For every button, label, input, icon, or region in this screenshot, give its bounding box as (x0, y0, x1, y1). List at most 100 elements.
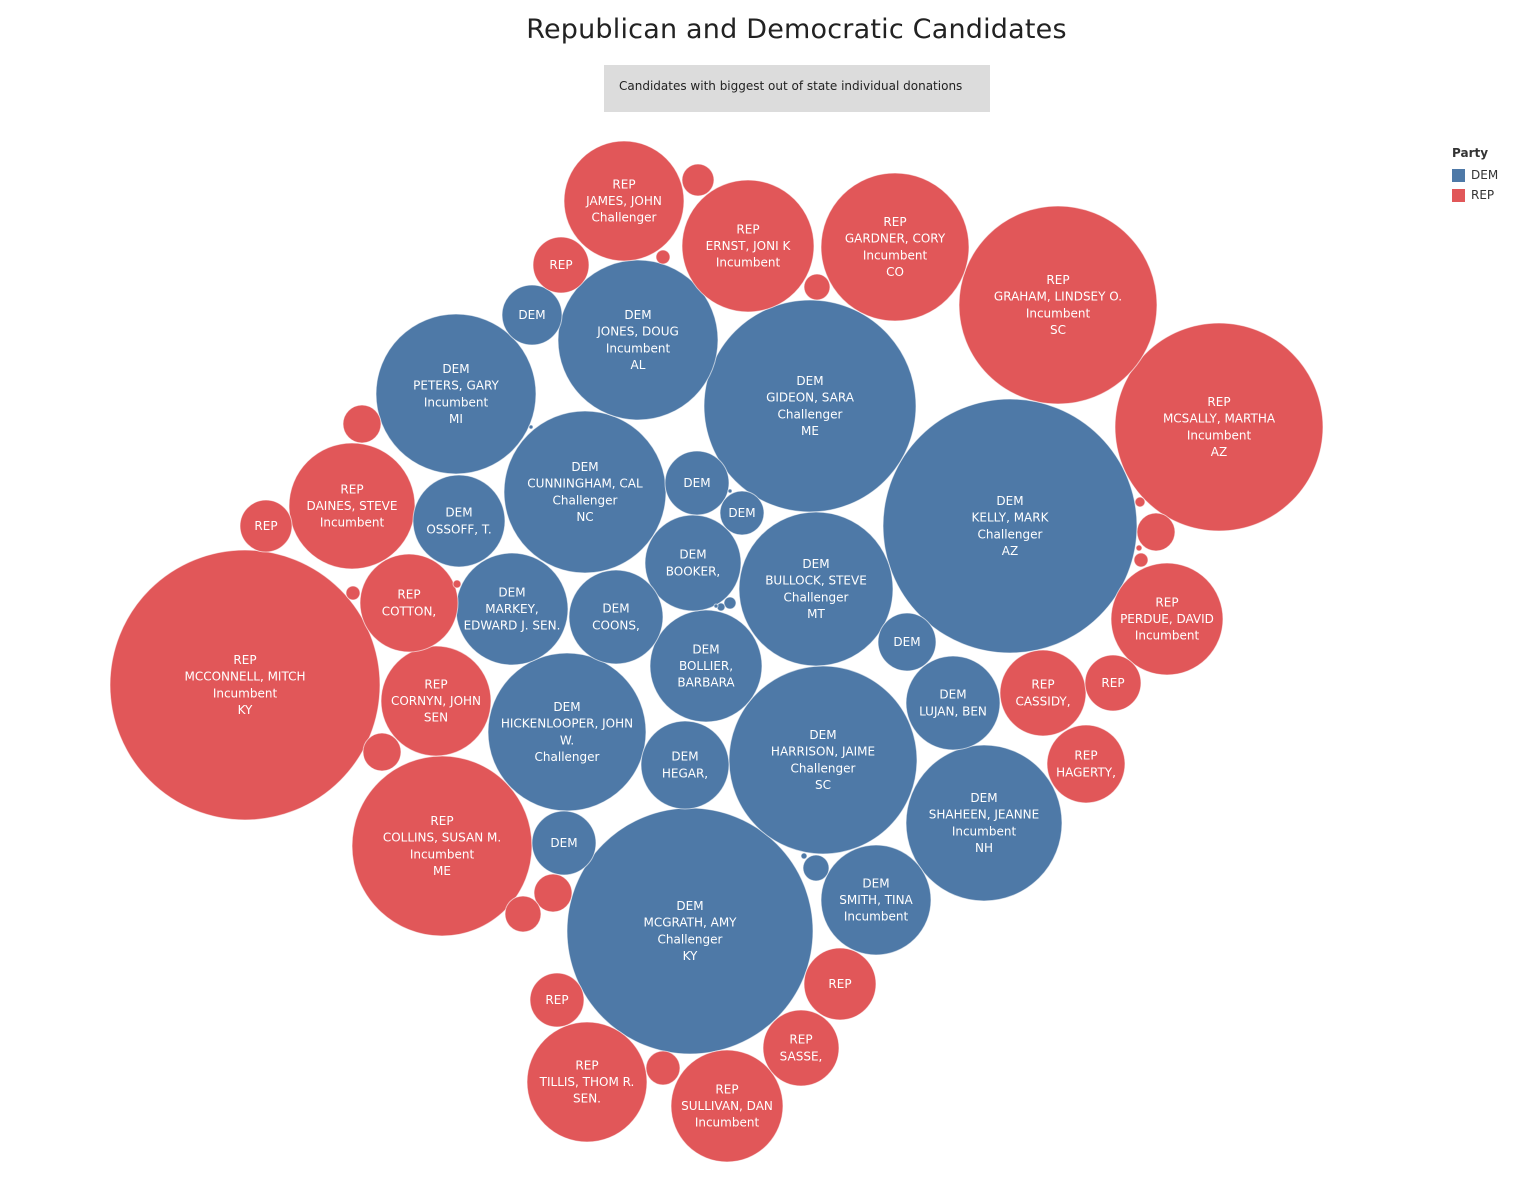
bubble-circle[interactable] (529, 972, 585, 1028)
bubble-circle[interactable] (713, 603, 719, 609)
bubble-rep[interactable] (1133, 552, 1149, 568)
bubble-circle[interactable] (820, 172, 970, 322)
bubble-dem[interactable] (800, 852, 808, 860)
bubble-circle[interactable] (1135, 544, 1143, 552)
bubble-circle[interactable] (649, 609, 763, 723)
bubble-circle[interactable] (664, 450, 730, 516)
bubble-circle[interactable] (1136, 512, 1176, 552)
bubble-circle[interactable] (568, 569, 664, 665)
bubble-rep[interactable]: REP MCCONNELL, MITCH Incumbent KY (109, 549, 381, 821)
bubble-circle[interactable] (803, 273, 831, 301)
bubble-rep[interactable] (345, 585, 361, 601)
bubble-circle[interactable] (380, 645, 492, 757)
bubble-dem[interactable]: DEM BOOKER, (644, 514, 742, 612)
bubble-circle[interactable] (566, 807, 814, 1055)
bubble-dem[interactable]: DEM LUJAN, BEN (905, 655, 1001, 751)
bubble-dem[interactable]: DEM HICKENLOOPER, JOHN W. Challenger (487, 652, 647, 812)
bubble-circle[interactable] (501, 284, 563, 346)
bubble-dem[interactable]: DEM PETERS, GARY Incumbent MI (375, 313, 537, 475)
bubble-dem[interactable]: DEM (719, 490, 765, 536)
bubble-rep[interactable] (655, 249, 671, 265)
bubble-rep[interactable]: REP (1084, 654, 1142, 712)
bubble-rep[interactable] (342, 404, 382, 444)
bubble-dem[interactable]: DEM (531, 810, 597, 876)
bubble-circle[interactable] (557, 259, 719, 421)
bubble-dem[interactable]: DEM (501, 284, 563, 346)
bubble-rep[interactable]: REP DAINES, STEVE Incumbent (288, 442, 416, 570)
bubble-circle[interactable] (342, 404, 382, 444)
bubble-rep[interactable]: REP CASSIDY, (999, 649, 1087, 737)
bubble-circle[interactable] (452, 579, 462, 589)
bubble-dem[interactable]: DEM KELLY, MARK Challenger AZ (882, 398, 1138, 654)
bubble-circle[interactable] (375, 313, 537, 475)
bubble-rep[interactable]: REP TILLIS, THOM R. SEN. (526, 1021, 648, 1143)
bubble-rep[interactable] (645, 1050, 681, 1086)
bubble-dem[interactable]: DEM SHAHEEN, JEANNE Incumbent NH (905, 744, 1063, 902)
bubble-circle[interactable] (703, 299, 917, 513)
bubble-circle[interactable] (803, 947, 877, 1021)
bubble-rep[interactable]: REP (532, 236, 590, 294)
legend-item-dem[interactable]: DEM (1452, 165, 1498, 185)
bubble-dem[interactable]: DEM HARRISON, JAIME Challenger SC (728, 665, 918, 855)
bubble-circle[interactable] (504, 895, 542, 933)
bubble-rep[interactable] (1136, 512, 1176, 552)
bubble-rep[interactable] (681, 163, 715, 197)
bubble-circle[interactable] (1114, 322, 1324, 532)
bubble-dem[interactable] (727, 488, 733, 494)
bubble-dem[interactable]: DEM MARKEY, EDWARD J. SEN. (455, 552, 569, 666)
bubble-dem[interactable] (723, 596, 737, 610)
bubble-circle[interactable] (820, 844, 932, 956)
bubble-rep[interactable]: REP CORNYN, JOHN SEN (380, 645, 492, 757)
bubble-rep[interactable]: REP COLLINS, SUSAN M. Incumbent ME (351, 755, 533, 937)
bubble-rep[interactable]: REP SULLIVAN, DAN Incumbent (670, 1049, 784, 1163)
bubble-rep[interactable] (452, 579, 462, 589)
bubble-circle[interactable] (109, 549, 381, 821)
bubble-circle[interactable] (359, 553, 459, 653)
bubble-circle[interactable] (412, 474, 506, 568)
bubble-dem[interactable]: DEM HEGAR, (640, 720, 730, 810)
bubble-dem[interactable]: DEM BULLOCK, STEVE Challenger MT (738, 511, 894, 667)
bubble-dem[interactable] (528, 424, 534, 430)
bubble-rep[interactable]: REP HAGERTY, (1046, 724, 1126, 804)
bubble-circle[interactable] (351, 755, 533, 937)
bubble-rep[interactable]: REP (529, 972, 585, 1028)
bubble-circle[interactable] (670, 1049, 784, 1163)
bubble-circle[interactable] (999, 649, 1087, 737)
bubble-dem[interactable]: DEM OSSOFF, T. (412, 474, 506, 568)
bubble-dem[interactable]: DEM (877, 612, 937, 672)
bubble-circle[interactable] (362, 732, 402, 772)
bubble-circle[interactable] (958, 205, 1158, 405)
bubble-circle[interactable] (800, 852, 808, 860)
bubble-circle[interactable] (645, 1050, 681, 1086)
bubble-circle[interactable] (723, 596, 737, 610)
bubble-rep[interactable]: REP MCSALLY, MARTHA Incumbent AZ (1114, 322, 1324, 532)
bubble-circle[interactable] (531, 810, 597, 876)
bubble-circle[interactable] (487, 652, 647, 812)
bubble-circle[interactable] (738, 511, 894, 667)
bubble-rep[interactable]: REP PERDUE, DAVID Incumbent (1110, 562, 1224, 676)
bubble-dem[interactable]: DEM BOLLIER, BARBARA (649, 609, 763, 723)
bubble-rep[interactable] (1134, 496, 1146, 508)
bubble-circle[interactable] (1046, 724, 1126, 804)
bubble-rep[interactable] (533, 873, 573, 913)
bubble-dem[interactable]: DEM CUNNINGHAM, CAL Challenger NC (503, 410, 667, 574)
bubble-circle[interactable] (762, 1009, 840, 1087)
bubble-circle[interactable] (882, 398, 1138, 654)
bubble-rep[interactable]: REP GRAHAM, LINDSEY O. Incumbent SC (958, 205, 1158, 405)
bubble-rep[interactable]: REP JAMES, JOHN Challenger (563, 140, 685, 262)
bubble-rep[interactable]: REP (803, 947, 877, 1021)
bubble-circle[interactable] (905, 655, 1001, 751)
bubble-rep[interactable] (1135, 544, 1143, 552)
bubble-circle[interactable] (345, 585, 361, 601)
bubble-dem[interactable]: DEM COONS, (568, 569, 664, 665)
bubble-rep[interactable] (803, 273, 831, 301)
legend-item-rep[interactable]: REP (1452, 185, 1498, 205)
bubble-circle[interactable] (1110, 562, 1224, 676)
bubble-circle[interactable] (1134, 496, 1146, 508)
bubble-circle[interactable] (526, 1021, 648, 1143)
bubble-circle[interactable] (533, 873, 573, 913)
bubble-circle[interactable] (681, 163, 715, 197)
bubble-rep[interactable]: REP COTTON, (359, 553, 459, 653)
bubble-dem[interactable]: DEM MCGRATH, AMY Challenger KY (566, 807, 814, 1055)
bubble-dem[interactable]: DEM GIDEON, SARA Challenger ME (703, 299, 917, 513)
